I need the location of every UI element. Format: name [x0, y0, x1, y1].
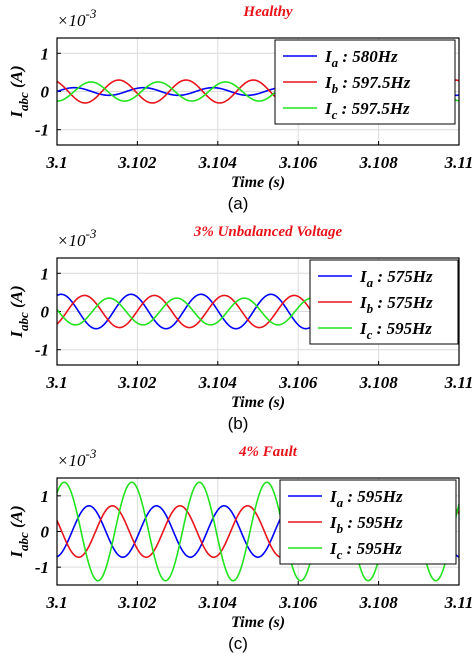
y-exponent-label: ×10-3 — [57, 446, 97, 470]
y-exponent-label: ×10-3 — [57, 226, 97, 250]
y-tick-label: 1 — [41, 264, 50, 283]
x-tick-label: 3.102 — [117, 373, 157, 392]
legend-entry-c: Ic : 595Hz — [359, 319, 432, 342]
x-tick-label: 3.108 — [358, 373, 398, 392]
y-axis-label: Iabc (A) — [7, 65, 31, 118]
panel-caption: (c) — [228, 634, 248, 653]
x-tick-label: 3.104 — [198, 593, 237, 612]
x-tick-label: 3.1 — [45, 593, 67, 612]
x-tick-label: 3.108 — [358, 593, 398, 612]
x-tick-label: 3.106 — [278, 153, 318, 172]
legend-entry-a: Ia : 580Hz — [324, 47, 398, 70]
panel-a: 3.1 3.102 3.104 3.106 3.108 3.11 1 0 -1 ×10-3 Heal… — [7, 4, 473, 213]
legend-entry-a: Ia : 595Hz — [329, 487, 403, 510]
x-tick-label: 3.1 — [45, 153, 67, 172]
x-axis-label: Time (s) — [231, 614, 285, 631]
x-tick-label: 3.106 — [278, 373, 318, 392]
legend-entry-c: Ic : 595Hz — [329, 539, 402, 562]
chart-title: 4% Fault — [238, 444, 298, 460]
y-tick-label: 1 — [41, 44, 50, 63]
y-tick-label: -1 — [35, 558, 49, 577]
axes-box — [56, 257, 460, 366]
x-tick-label: 3.11 — [444, 373, 474, 392]
x-axis-label: Time (s) — [231, 394, 285, 411]
chart-title: 3% Unbalanced Voltage — [193, 224, 343, 240]
legend-entry-b: Ib : 595Hz — [329, 513, 403, 536]
x-tick-label: 3.104 — [198, 153, 237, 172]
legend-entry-c: Ic : 597.5Hz — [324, 99, 410, 122]
y-tick-label: 0 — [41, 83, 50, 102]
x-tick-label: 3.11 — [444, 153, 474, 172]
y-tick-label: 0 — [41, 303, 50, 322]
x-tick-label: 3.11 — [444, 593, 474, 612]
axes-box — [56, 477, 460, 586]
legend-entry-b: Ib : 597.5Hz — [324, 73, 411, 96]
y-exponent-label: ×10-3 — [57, 6, 97, 30]
y-tick-label: 1 — [41, 487, 50, 506]
x-tick-label: 3.102 — [117, 153, 157, 172]
y-axis-label: Iabc (A) — [7, 505, 31, 558]
legend-entry-a: Ia : 575Hz — [359, 267, 433, 290]
axes-box — [56, 37, 460, 146]
panel-caption: (b) — [228, 414, 249, 433]
chart-title: Healthy — [242, 4, 293, 20]
y-axis-label: Iabc (A) — [7, 285, 31, 338]
x-tick-label: 3.102 — [117, 593, 157, 612]
y-tick-label: -1 — [35, 121, 49, 140]
x-axis-label: Time (s) — [231, 174, 285, 191]
panel-b: 3.1 3.102 3.104 3.106 3.108 3.11 1 0 -1 ×10-3 3% U… — [7, 224, 473, 433]
legend-entry-b: Ib : 575Hz — [359, 293, 433, 316]
panel-caption: (a) — [228, 194, 249, 213]
y-tick-label: 0 — [41, 523, 50, 542]
x-tick-label: 3.106 — [278, 593, 318, 612]
y-tick-label: -1 — [35, 341, 49, 360]
panel-c: 3.1 3.102 3.104 3.106 3.108 3.11 1 0 -1 ×10-3 4% F… — [7, 444, 473, 653]
x-tick-label: 3.1 — [45, 373, 67, 392]
x-tick-label: 3.104 — [198, 373, 237, 392]
x-tick-label: 3.108 — [358, 153, 398, 172]
